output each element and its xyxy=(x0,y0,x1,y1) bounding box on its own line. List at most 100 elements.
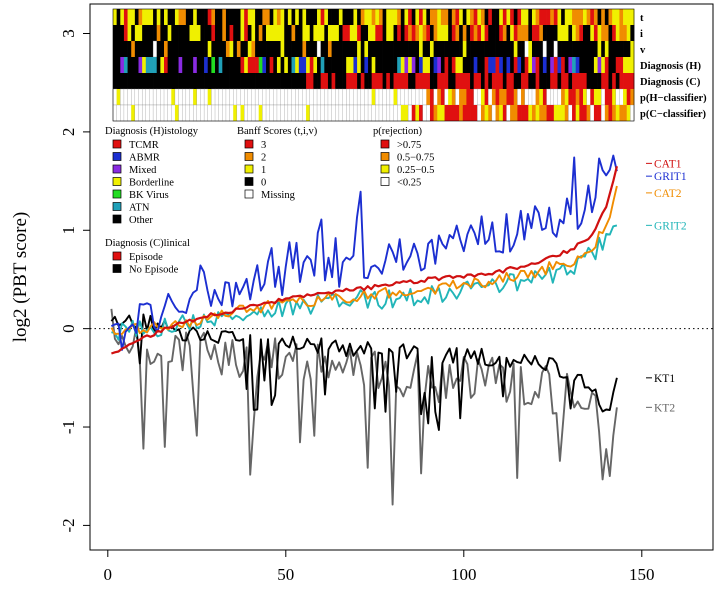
heatmap-cell xyxy=(528,25,533,41)
heatmap-cell xyxy=(142,41,147,57)
heatmap-cell xyxy=(553,57,558,73)
heatmap-cell xyxy=(499,105,504,121)
heatmap-cell xyxy=(298,88,303,106)
heatmap-cell xyxy=(426,57,431,73)
heatmap-cell xyxy=(546,9,551,25)
heatmap-cell xyxy=(356,104,362,122)
heatmap-cell xyxy=(131,41,136,57)
heatmap-cell xyxy=(291,41,296,57)
heatmap-cell xyxy=(284,9,289,25)
heatmap-cell xyxy=(510,89,515,105)
heatmap-cell xyxy=(346,73,351,89)
heatmap-cell xyxy=(513,89,518,105)
heatmap-cell xyxy=(240,41,245,57)
heatmap-cell xyxy=(112,104,118,122)
heatmap-cell xyxy=(593,25,598,41)
heatmap-cell xyxy=(415,41,420,57)
heatmap-cell xyxy=(612,25,617,41)
heatmap-cell xyxy=(586,57,591,73)
heatmap-cell xyxy=(331,88,336,106)
heatmap-cell xyxy=(338,9,343,25)
heatmap-cell xyxy=(254,88,260,106)
heatmap-cell xyxy=(404,57,409,73)
legend-item-label: 0.5−0.75 xyxy=(397,153,434,164)
heatmap-cell xyxy=(218,41,223,57)
heatmap-cell xyxy=(415,105,420,121)
heatmap-cell xyxy=(542,25,547,41)
heatmap-cell xyxy=(360,88,365,106)
heatmap-cell xyxy=(134,104,140,122)
heatmap-cell xyxy=(269,57,274,73)
heatmap-cell xyxy=(550,41,555,57)
heatmap-cell xyxy=(433,9,438,25)
heatmap-cell xyxy=(477,104,482,122)
heatmap-cell xyxy=(462,25,467,41)
heatmap-cell xyxy=(222,104,227,122)
heatmap-cell xyxy=(375,41,380,57)
heatmap-cell xyxy=(470,57,475,73)
heatmap-cell xyxy=(378,41,383,57)
heatmap-cell xyxy=(167,57,172,73)
heatmap-cell xyxy=(542,40,548,58)
heatmap-cell xyxy=(156,73,161,89)
heatmap-cell xyxy=(349,9,354,25)
heatmap-cell xyxy=(200,57,205,73)
heatmap-cell xyxy=(393,104,398,122)
heatmap-cell xyxy=(134,88,140,106)
heatmap-cell xyxy=(415,73,420,89)
heatmap-cell xyxy=(167,41,172,57)
heatmap-cell xyxy=(335,73,340,89)
heatmap-cell xyxy=(167,88,172,106)
heatmap-cell xyxy=(189,57,194,73)
heatmap-cell xyxy=(185,9,190,25)
heatmap-cell xyxy=(182,25,187,41)
legend-swatch xyxy=(112,139,122,149)
heatmap-cell xyxy=(127,41,132,57)
heatmap-cell xyxy=(528,88,533,106)
heatmap-cell xyxy=(346,25,351,41)
heatmap-cell xyxy=(623,57,628,73)
heatmap-cell xyxy=(327,25,332,41)
heatmap-cell xyxy=(276,104,282,122)
heatmap-cell xyxy=(407,88,413,106)
heatmap-cell xyxy=(433,25,438,41)
heatmap-cell xyxy=(582,41,587,57)
heatmap-cell xyxy=(433,73,438,89)
heatmap-cell xyxy=(517,88,522,106)
heatmap-cell xyxy=(386,104,391,122)
heatmap-cell xyxy=(218,104,223,122)
heatmap-cell xyxy=(582,9,587,25)
heatmap-cell xyxy=(535,41,540,57)
heatmap-cell xyxy=(561,57,566,73)
heatmap-cell xyxy=(590,104,595,122)
heatmap-cell xyxy=(531,73,536,89)
heatmap-cell xyxy=(273,57,278,73)
series-line-kt1 xyxy=(110,313,618,431)
heatmap-cell xyxy=(535,57,540,73)
heatmap-cell xyxy=(415,25,420,41)
heatmap-cell xyxy=(116,41,121,57)
heatmap-cell xyxy=(440,89,445,105)
heatmap-cell xyxy=(437,73,442,89)
heatmap-cell xyxy=(521,9,526,25)
heatmap-cell xyxy=(167,104,172,122)
heatmap-cell xyxy=(120,41,125,57)
heatmap-cell xyxy=(200,73,205,89)
heatmap-cell xyxy=(604,9,609,25)
heatmap-cell xyxy=(550,25,555,41)
heatmap-cell xyxy=(331,104,336,122)
heatmap-cell xyxy=(615,41,620,57)
heatmap-cell xyxy=(280,9,285,25)
heatmap-cell xyxy=(561,73,566,89)
legend-item-label: 3 xyxy=(261,140,266,151)
heatmap-cell xyxy=(590,89,595,105)
heatmap-cell xyxy=(586,88,591,106)
heatmap-cell xyxy=(244,41,249,57)
heatmap-cell xyxy=(630,41,635,57)
heatmap-cell xyxy=(426,41,431,57)
heatmap-cell xyxy=(207,25,212,41)
x-tick-label: 100 xyxy=(451,565,477,584)
heatmap-cell xyxy=(207,73,212,89)
heatmap-cell xyxy=(378,9,383,25)
heatmap-cell xyxy=(572,57,577,73)
